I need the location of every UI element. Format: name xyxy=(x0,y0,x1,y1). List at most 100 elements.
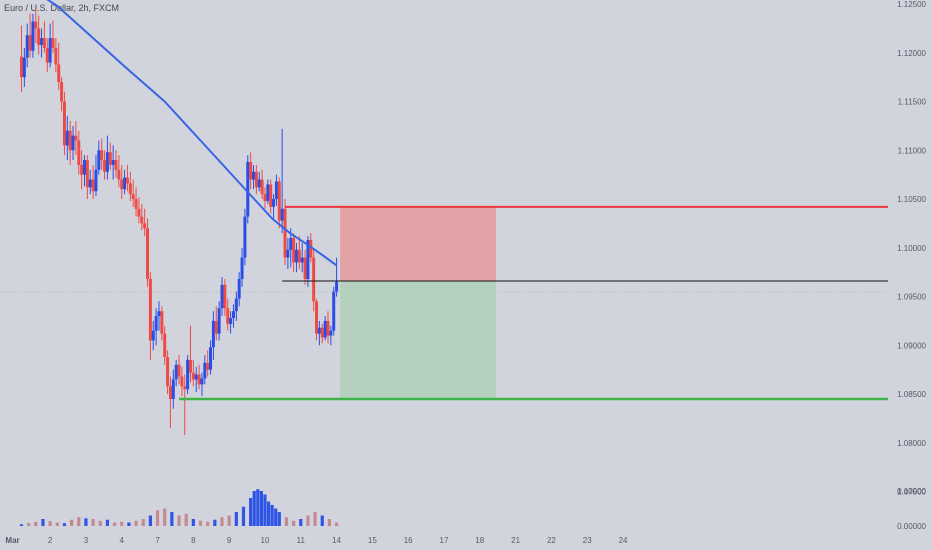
candle-body xyxy=(277,181,281,221)
volume-bar xyxy=(155,510,160,526)
volume-bar xyxy=(62,523,67,526)
volume-bar xyxy=(177,515,181,526)
volume-bar xyxy=(274,508,278,526)
candle-body xyxy=(45,47,49,63)
candle-body xyxy=(37,28,41,45)
candle-body xyxy=(94,169,98,192)
volume-bar xyxy=(48,521,52,526)
candle-body xyxy=(91,179,95,192)
volume-bar xyxy=(284,517,289,526)
candle-body xyxy=(34,21,38,29)
time-tick-label: 8 xyxy=(191,536,196,545)
candle-body xyxy=(111,160,115,165)
time-tick-label: 3 xyxy=(84,536,89,545)
volume-bar xyxy=(105,519,110,526)
volume-bar xyxy=(34,521,38,526)
candle-body xyxy=(22,57,26,78)
candle-body xyxy=(249,161,253,180)
time-tick-label: 17 xyxy=(440,536,449,545)
volume-bar xyxy=(299,519,303,526)
time-tick-label: 23 xyxy=(583,536,592,545)
time-tick-label: 14 xyxy=(332,536,341,545)
candle-body xyxy=(54,47,58,65)
candle-body xyxy=(200,378,204,385)
volume-bar xyxy=(27,523,31,526)
time-tick-label: Mar xyxy=(5,536,19,545)
candle-body xyxy=(214,320,218,334)
candle-body xyxy=(42,38,46,48)
candle-body xyxy=(194,374,198,380)
candle-body xyxy=(254,171,258,188)
volume-bar xyxy=(141,519,145,526)
volume-bar xyxy=(249,498,253,526)
candle-body xyxy=(160,311,164,334)
candle-body xyxy=(157,311,161,317)
candle-body xyxy=(220,284,224,309)
candle-body xyxy=(25,35,29,58)
candle-body xyxy=(243,216,247,258)
candle-body xyxy=(31,21,35,51)
volume-bar xyxy=(184,513,188,526)
candle-body xyxy=(326,320,330,336)
volume-bar xyxy=(77,517,81,526)
candle-body xyxy=(57,64,61,83)
price-tick-label: 1.11000 xyxy=(898,146,927,155)
candle-body xyxy=(266,184,270,201)
price-tick-label: 1.12500 xyxy=(897,0,926,9)
volume-bars xyxy=(19,489,339,526)
time-tick-label: 21 xyxy=(511,536,520,545)
candle-body xyxy=(151,330,155,341)
price-tick-label: 1.08000 xyxy=(897,439,926,448)
time-tick-label: 11 xyxy=(297,536,306,545)
candle-body xyxy=(77,140,81,165)
candle-body xyxy=(323,320,327,338)
price-tick-label: 1.09500 xyxy=(897,293,926,302)
candle-body xyxy=(140,216,144,224)
candle-body xyxy=(48,38,52,63)
volume-bar xyxy=(256,489,260,526)
candle-body xyxy=(74,135,78,141)
candle-body xyxy=(217,308,221,334)
price-tick-label: 1.11500 xyxy=(898,98,927,107)
candle-body xyxy=(143,223,147,229)
candle-body xyxy=(40,38,44,45)
candle-body xyxy=(105,152,109,172)
candle-body xyxy=(19,56,23,78)
time-tick-label: 24 xyxy=(619,536,628,545)
candle-body xyxy=(197,374,201,385)
candle-body xyxy=(186,359,190,390)
volume-bar xyxy=(220,517,224,526)
candle-body xyxy=(171,379,175,399)
volume-bar xyxy=(292,520,296,526)
candle-body xyxy=(85,160,89,188)
candle-body xyxy=(209,347,213,370)
candle-body xyxy=(269,184,273,207)
candle-body xyxy=(183,386,187,390)
candle-body xyxy=(97,150,101,170)
moving-average-line xyxy=(46,0,338,267)
candle-body xyxy=(237,279,241,299)
candle-body xyxy=(134,199,138,209)
candle-body xyxy=(177,364,181,377)
volume-tick-label: 0.00000 xyxy=(897,522,926,531)
volume-bar xyxy=(277,512,281,526)
candle-body xyxy=(263,194,267,201)
candle-body xyxy=(300,257,304,263)
candle-body xyxy=(283,208,287,258)
candle-body xyxy=(51,38,55,48)
price-tick-label: 1.12000 xyxy=(897,49,926,58)
candle-body xyxy=(257,179,261,188)
candle-body xyxy=(240,257,244,280)
stop-loss-zone xyxy=(340,206,496,281)
candle-body xyxy=(303,257,307,280)
volume-bar xyxy=(98,520,102,526)
candle-body xyxy=(128,183,132,195)
volume-bar xyxy=(320,515,324,526)
time-tick-label: 16 xyxy=(404,536,413,545)
candle-body xyxy=(137,208,141,217)
volume-bar xyxy=(234,512,238,526)
candle-body xyxy=(211,320,215,348)
candle-body xyxy=(103,160,107,172)
candle-body xyxy=(286,249,290,258)
candle-body xyxy=(168,386,172,399)
